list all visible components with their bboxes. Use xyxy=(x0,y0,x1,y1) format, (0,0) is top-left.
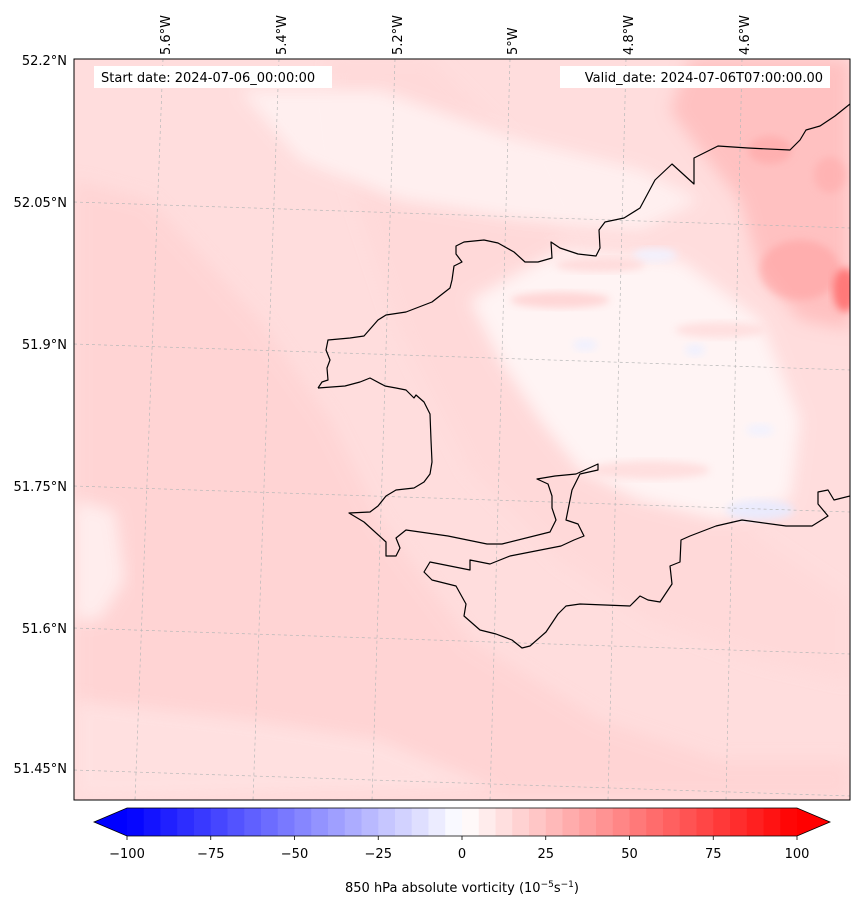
lon-tick-label-5.4: 5.4°W xyxy=(275,15,290,55)
map-panel[interactable]: Start date: 2024-07-06_00:00:00 Valid_da… xyxy=(74,59,857,800)
coastlines xyxy=(317,103,850,649)
vorticity-band-west xyxy=(74,180,850,800)
vorticity-negative-1 xyxy=(726,500,794,520)
lat-tick-label-52.05: 52.05°N xyxy=(14,196,67,211)
vorticity-negative-5 xyxy=(746,424,774,436)
colorbar-swatch xyxy=(294,808,312,836)
colorbar-swatch xyxy=(746,808,764,836)
coastline-south xyxy=(317,377,850,649)
colorbar-swatch xyxy=(160,808,178,836)
colorbar-tick-label: 100 xyxy=(785,847,810,862)
vorticity-max xyxy=(833,268,850,312)
map-frame xyxy=(73,58,851,801)
colorbar-swatch xyxy=(143,808,161,836)
lat-tick-label-51.45: 51.45°N xyxy=(14,762,67,777)
colorbar-swatch xyxy=(344,808,362,836)
lat-tick-label-51.75: 51.75°N xyxy=(14,480,67,495)
vorticity-negative-4 xyxy=(633,248,677,262)
colorbar-tick-label: 0 xyxy=(458,847,466,862)
vorticity-near-zero-sea xyxy=(470,250,800,520)
colorbar-swatch xyxy=(411,808,429,836)
lon-tick-label-5.6: 5.6°W xyxy=(159,15,174,55)
colorbar-tick-label: −75 xyxy=(197,847,224,862)
lon-tick-label-4.8: 4.8°W xyxy=(622,15,637,55)
start-date-box xyxy=(94,66,332,88)
colorbar-swatch xyxy=(579,808,597,836)
vorticity-near-zero-bottom xyxy=(74,700,500,800)
colorbar-swatch xyxy=(612,808,630,836)
lon-tick-labels: 5.6°W 5.4°W 5.2°W 5°W 4.8°W 4.6°W xyxy=(159,15,753,55)
colorbar-swatch xyxy=(663,808,681,836)
colorbar-swatch xyxy=(713,808,731,836)
colorbar-swatch xyxy=(763,808,781,836)
start-date-text: Start date: 2024-07-06_00:00:00 xyxy=(101,71,315,86)
colorbar-tick-label: −25 xyxy=(365,847,392,862)
vorticity-streak-1 xyxy=(510,292,610,308)
colorbar-swatch xyxy=(378,808,396,836)
colorbar-swatch xyxy=(679,808,697,836)
colorbar-swatch xyxy=(780,808,798,836)
coastline-north xyxy=(317,103,850,389)
vorticity-positive-ne-3 xyxy=(748,136,792,164)
colorbar-swatch xyxy=(261,808,279,836)
vorticity-streak-3 xyxy=(590,461,710,479)
colorbar-swatch xyxy=(596,808,614,836)
colorbar-ticks: −100 −75 −50 −25 0 25 50 75 100 xyxy=(109,836,809,862)
vorticity-negative-2 xyxy=(573,339,597,351)
colorbar-tick-label: −100 xyxy=(109,847,145,862)
lat-tick-label-51.9: 51.9°N xyxy=(22,338,67,353)
colorbar-tick-label: 50 xyxy=(621,847,638,862)
colorbar-swatch xyxy=(177,808,195,836)
colorbar-swatch xyxy=(395,808,413,836)
valid-date-box xyxy=(560,66,830,88)
lat-tick-label-51.6: 51.6°N xyxy=(22,622,67,637)
colorbar-swatch xyxy=(478,808,496,836)
colorbar-swatch xyxy=(361,808,379,836)
colorbar-swatch xyxy=(445,808,463,836)
colorbar-swatch xyxy=(127,808,145,836)
colorbar-swatch xyxy=(277,808,295,836)
colorbar-swatch xyxy=(194,808,212,836)
colorbar-swatch xyxy=(244,808,262,836)
vorticity-positive-ne-2 xyxy=(760,240,840,300)
colorbar-swatch xyxy=(562,808,580,836)
lon-tick-label-5.2: 5.2°W xyxy=(391,15,406,55)
vorticity-near-zero-north xyxy=(240,90,700,230)
lat-tick-label-52.2: 52.2°N xyxy=(22,54,67,69)
colorbar-swatch xyxy=(529,808,547,836)
colorbar-swatch xyxy=(730,808,748,836)
colorbar-extend-low xyxy=(94,808,127,836)
colorbar-swatch xyxy=(696,808,714,836)
vorticity-positive-ne-4 xyxy=(814,157,846,193)
lat-tick-labels: 52.2°N 52.05°N 51.9°N 51.75°N 51.6°N 51.… xyxy=(14,54,67,777)
colorbar-swatches xyxy=(127,808,798,836)
colorbar-swatch xyxy=(462,808,480,836)
colorbar-swatch xyxy=(545,808,563,836)
colorbar-swatch xyxy=(428,808,446,836)
colorbar-tick-label: 25 xyxy=(537,847,554,862)
colorbar-swatch xyxy=(512,808,530,836)
colorbar-tick-label: 75 xyxy=(705,847,722,862)
vorticity-negative-3 xyxy=(685,344,705,356)
vorticity-streak-2 xyxy=(555,258,645,272)
colorbar-label: 850 hPa absolute vorticity (10−5s−1) xyxy=(345,880,579,896)
colorbar-swatch xyxy=(495,808,513,836)
colorbar-swatch xyxy=(311,808,329,836)
colorbar-swatch xyxy=(646,808,664,836)
lon-tick-label-5.0: 5°W xyxy=(506,27,521,55)
colorbar-swatch xyxy=(210,808,228,836)
valid-date-text: Valid_date: 2024-07-06T07:00:00.00 xyxy=(585,71,823,86)
vorticity-streak-4 xyxy=(675,322,765,338)
colorbar-swatch xyxy=(227,808,245,836)
colorbar-tick-label: −50 xyxy=(281,847,308,862)
colorbar-swatch xyxy=(328,808,346,836)
vorticity-near-zero-west xyxy=(74,500,125,620)
colorbar-extend-high xyxy=(797,808,830,836)
colorbar: −100 −75 −50 −25 0 25 50 75 100 850 hPa absolute… xyxy=(92,807,832,896)
lon-tick-label-4.6: 4.6°W xyxy=(738,15,753,55)
colorbar-swatch xyxy=(629,808,647,836)
